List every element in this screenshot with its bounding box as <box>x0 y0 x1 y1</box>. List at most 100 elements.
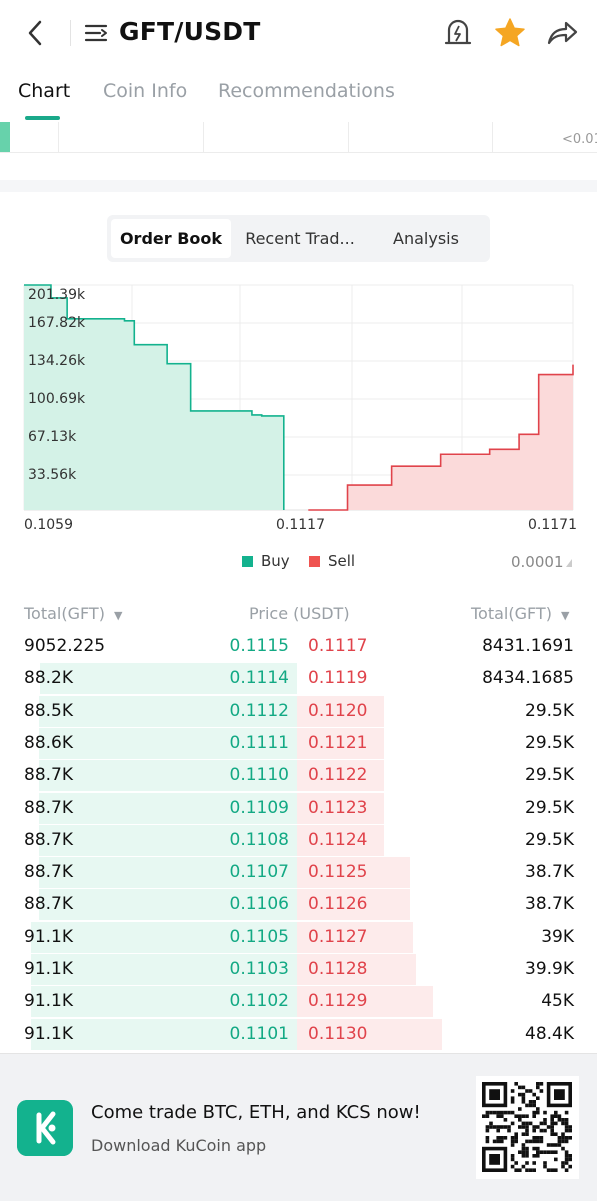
menu-icon[interactable] <box>84 20 110 46</box>
section-gap <box>0 180 597 192</box>
pair-title[interactable]: GFT/USDT <box>119 17 261 46</box>
back-icon[interactable] <box>22 16 50 50</box>
orderbook-row[interactable]: 91.1K 0.1102 0.1129 45K <box>0 985 597 1018</box>
orderbook-row[interactable]: 88.7K 0.1109 0.1123 29.5K <box>0 792 597 824</box>
ask-price[interactable]: 0.1127 <box>308 926 368 947</box>
ask-depth-bar <box>297 792 384 824</box>
qr-code <box>476 1076 579 1179</box>
ask-price[interactable]: 0.1117 <box>308 636 368 656</box>
bid-price[interactable]: 0.1109 <box>229 797 289 818</box>
qr-module <box>518 1125 522 1129</box>
qr-module <box>543 1110 547 1115</box>
bid-price[interactable]: 0.1101 <box>229 1023 289 1044</box>
kucoin-logo <box>17 1100 73 1156</box>
ask-price[interactable]: 0.1126 <box>308 894 368 915</box>
segment-order-book[interactable]: Order Book <box>111 219 231 258</box>
qr-module <box>503 1118 508 1122</box>
bid-price[interactable]: 0.1112 <box>229 700 289 721</box>
bid-price[interactable]: 0.1114 <box>229 668 289 689</box>
ask-total: 45K <box>541 991 574 1012</box>
ask-price[interactable]: 0.1124 <box>308 829 368 850</box>
ask-price[interactable]: 0.1125 <box>308 862 368 883</box>
orderbook-row[interactable]: 88.2K 0.1114 0.1119 8434.1685 <box>0 662 597 695</box>
qr-module <box>507 1125 511 1129</box>
qr-module <box>525 1139 529 1144</box>
header-ask-total[interactable]: Total(GFT) ▼ <box>471 604 570 623</box>
tab-coin-info[interactable]: Coin Info <box>103 80 188 102</box>
qr-module <box>543 1128 547 1133</box>
orderbook-row[interactable]: 91.1K 0.1101 0.1130 48.4K <box>0 1018 597 1050</box>
qr-module <box>500 1125 504 1129</box>
segment-recent-trades[interactable]: Recent Trad... <box>245 229 355 248</box>
qr-module <box>492 1125 497 1129</box>
favorite-star-icon[interactable] <box>493 16 527 50</box>
orderbook-row[interactable]: 91.1K 0.1103 0.1128 39.9K <box>0 953 597 985</box>
qr-module <box>521 1121 526 1126</box>
qr-finder <box>489 1089 500 1100</box>
qr-module <box>536 1096 540 1100</box>
orderbook-row[interactable]: 88.7K 0.1107 0.1125 38.7K <box>0 856 597 889</box>
ask-price[interactable]: 0.1119 <box>308 668 368 689</box>
qr-module <box>554 1168 558 1172</box>
bid-price[interactable]: 0.1102 <box>229 991 289 1012</box>
orderbook-row[interactable]: 9052.225 0.1115 0.1117 8431.1691 <box>0 630 597 662</box>
tab-recommendations[interactable]: Recommendations <box>218 80 395 102</box>
ask-price[interactable]: 0.1122 <box>308 765 368 786</box>
ask-price[interactable]: 0.1128 <box>308 959 368 979</box>
ask-price[interactable]: 0.1129 <box>308 991 368 1012</box>
qr-module <box>561 1164 565 1169</box>
bid-price[interactable]: 0.1103 <box>229 959 289 979</box>
qr-module <box>489 1125 493 1129</box>
download-banner[interactable]: Come trade BTC, ETH, and KCS now! Downlo… <box>0 1053 597 1201</box>
header-bid-total[interactable]: Total(GFT) ▼ <box>24 604 123 623</box>
orderbook-row[interactable]: 88.5K 0.1112 0.1120 29.5K <box>0 695 597 727</box>
qr-module <box>539 1139 544 1144</box>
bid-price[interactable]: 0.1111 <box>229 732 289 753</box>
qr-module <box>496 1110 500 1115</box>
qr-module <box>568 1125 572 1129</box>
orderbook-row[interactable]: 88.7K 0.1110 0.1122 29.5K <box>0 759 597 792</box>
qr-module <box>543 1121 547 1126</box>
orderbook-row[interactable]: 88.7K 0.1108 0.1124 29.5K <box>0 824 597 856</box>
qr-module <box>539 1089 544 1093</box>
qr-module <box>543 1164 547 1169</box>
qr-module <box>525 1103 529 1108</box>
bid-total: 88.7K <box>24 765 73 786</box>
bid-price[interactable]: 0.1108 <box>229 829 289 850</box>
ask-price[interactable]: 0.1121 <box>308 732 368 753</box>
qr-module <box>550 1128 554 1133</box>
qr-module <box>518 1168 522 1172</box>
share-icon[interactable] <box>545 16 579 50</box>
qr-module <box>518 1114 522 1118</box>
qr-module <box>554 1143 558 1147</box>
bid-price[interactable]: 0.1110 <box>229 765 289 786</box>
ask-total: 39K <box>541 926 574 947</box>
orderbook-row[interactable]: 88.6K 0.1111 0.1121 29.5K <box>0 727 597 759</box>
bid-price[interactable]: 0.1107 <box>229 862 289 883</box>
depth-chart: 201.39k 167.82k 134.26k 100.69k 67.13k 33.56k… <box>0 280 597 540</box>
ask-price[interactable]: 0.1120 <box>308 700 368 721</box>
qr-module <box>543 1150 547 1154</box>
orderbook-row[interactable]: 88.7K 0.1106 0.1126 38.7K <box>0 888 597 921</box>
qr-module <box>554 1132 558 1136</box>
qr-module <box>485 1110 490 1115</box>
qr-module <box>500 1110 504 1115</box>
orderbook-row[interactable]: 91.1K 0.1105 0.1127 39K <box>0 921 597 953</box>
qr-module <box>485 1114 490 1118</box>
bid-price[interactable]: 0.1106 <box>229 894 289 915</box>
price-alert-icon[interactable] <box>441 16 475 50</box>
bid-total: 88.5K <box>24 700 73 721</box>
grid-line <box>58 122 59 152</box>
tab-chart[interactable]: Chart <box>18 80 71 102</box>
qr-module <box>564 1136 569 1140</box>
precision-selector[interactable]: 0.0001 <box>511 553 564 571</box>
segment-analysis[interactable]: Analysis <box>393 229 459 248</box>
qr-module <box>492 1139 497 1144</box>
qr-module <box>489 1121 493 1126</box>
bid-price[interactable]: 0.1115 <box>229 636 289 656</box>
qr-module <box>500 1136 504 1140</box>
ask-price[interactable]: 0.1123 <box>308 797 368 818</box>
bid-price[interactable]: 0.1105 <box>229 926 289 947</box>
qr-module <box>521 1085 526 1090</box>
ask-price[interactable]: 0.1130 <box>308 1023 368 1044</box>
